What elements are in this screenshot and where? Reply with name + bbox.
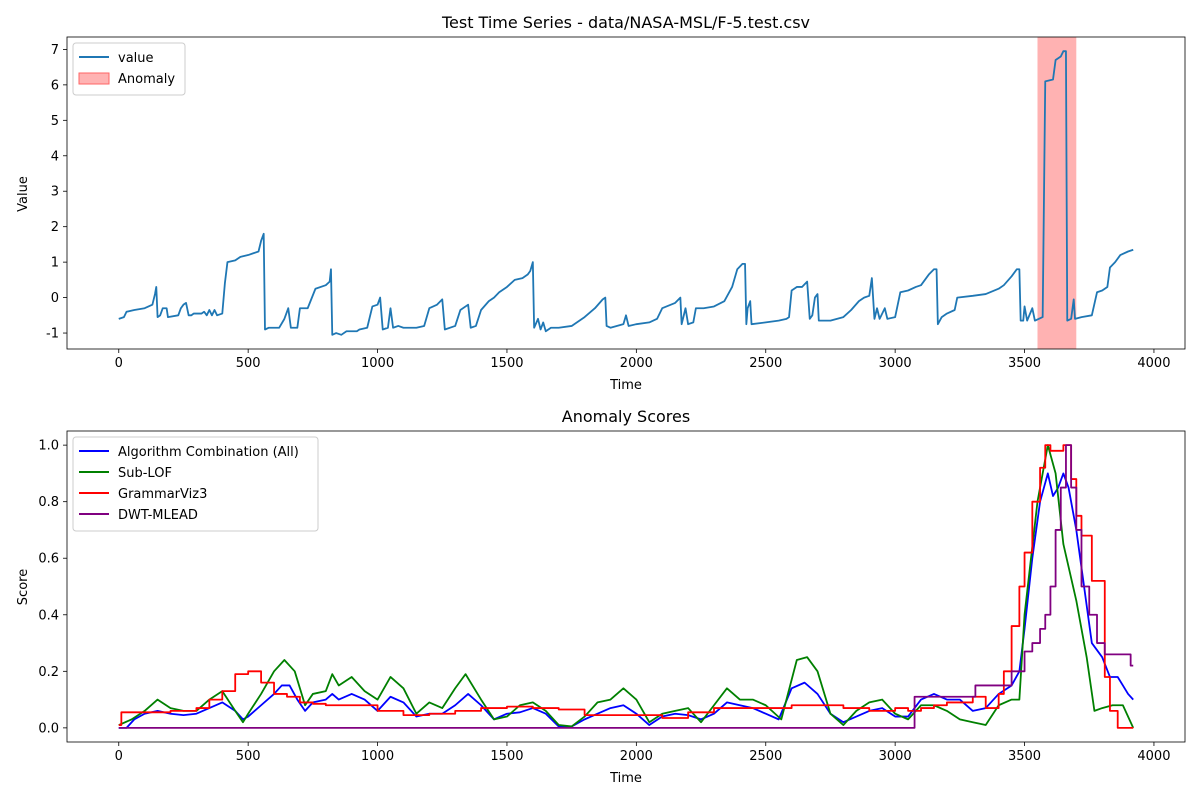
x-tick-label: 1500 <box>490 749 523 764</box>
x-tick-label: 1000 <box>361 356 394 371</box>
y-tick-label: 0.6 <box>38 552 59 567</box>
axes-frame <box>66 430 1186 743</box>
legend-box <box>72 436 319 532</box>
y-tick-label: 1 <box>51 256 59 271</box>
x-tick-label: 1500 <box>490 356 523 371</box>
chart-title: Test Time Series - data/NASA-MSL/F-5.tes… <box>441 13 810 32</box>
y-tick-label: 7 <box>51 43 59 58</box>
series-line-algorithm-combination-all <box>118 472 1134 729</box>
x-axis-label: Time <box>609 378 642 393</box>
y-tick-label: 4 <box>51 149 59 164</box>
y-tick-label: 6 <box>51 78 59 93</box>
series-line-dwt-mlead <box>118 444 1134 729</box>
plot-area: 0 500 1000 1500 2000 2500 3000 3500 4000 0.0 0.2 0.… <box>38 430 1186 764</box>
x-tick-label: 2000 <box>620 356 653 371</box>
series-line-grammarviz3 <box>118 444 1134 729</box>
y-axis-label: Value <box>16 176 31 212</box>
x-tick-label: 1000 <box>361 749 394 764</box>
legend: value Anomaly <box>72 42 186 96</box>
y-tick-label: 0.4 <box>38 608 59 623</box>
y-tick-label: 0.0 <box>38 721 59 736</box>
legend-label: Anomaly <box>118 72 175 87</box>
x-tick-label: 4000 <box>1137 356 1170 371</box>
series-line-value <box>118 50 1134 336</box>
x-tick-label: 2000 <box>620 749 653 764</box>
y-tick-label: -1 <box>46 327 59 342</box>
x-tick-label: 2500 <box>749 356 782 371</box>
x-tick-label: 0 <box>115 356 123 371</box>
y-tick-label: 2 <box>51 220 59 235</box>
y-tick-label: 0.8 <box>38 495 59 510</box>
anomaly-scores-chart: Anomaly Scores Time Score 0 500 1000 1500 20… <box>16 407 1186 786</box>
x-tick-label: 500 <box>236 356 261 371</box>
y-tick-label: 0.2 <box>38 665 59 680</box>
chart-title: Anomaly Scores <box>562 407 690 426</box>
x-tick-label: 3000 <box>879 356 912 371</box>
legend-label: DWT-MLEAD <box>118 508 198 523</box>
x-tick-label: 3500 <box>1008 356 1041 371</box>
legend-label: Sub-LOF <box>118 466 172 481</box>
x-tick-label: 500 <box>236 749 261 764</box>
legend: Algorithm Combination (All) Sub-LOF Gramma… <box>72 436 319 532</box>
x-axis-label: Time <box>609 771 642 786</box>
x-tick-label: 3000 <box>879 749 912 764</box>
legend-label: GrammarViz3 <box>118 487 207 502</box>
x-tick-label: 2500 <box>749 749 782 764</box>
legend-label: Algorithm Combination (All) <box>118 445 299 460</box>
axes-frame <box>66 36 1186 350</box>
time-series-chart: Test Time Series - data/NASA-MSL/F-5.tes… <box>16 13 1186 393</box>
x-tick-label: 4000 <box>1137 749 1170 764</box>
y-tick-label: 0 <box>51 291 59 306</box>
y-tick-label: 3 <box>51 185 59 200</box>
legend-swatch <box>78 72 110 85</box>
y-tick-label: 1.0 <box>38 439 59 454</box>
y-tick-label: 5 <box>51 114 59 129</box>
x-tick-label: 3500 <box>1008 749 1041 764</box>
y-axis-label: Score <box>16 569 31 605</box>
legend-label: value <box>118 51 154 66</box>
x-tick-label: 0 <box>115 749 123 764</box>
plot-area: 0 500 1000 1500 2000 2500 3000 3500 4000 -1 0 1 2 3 4 5… <box>46 36 1186 371</box>
